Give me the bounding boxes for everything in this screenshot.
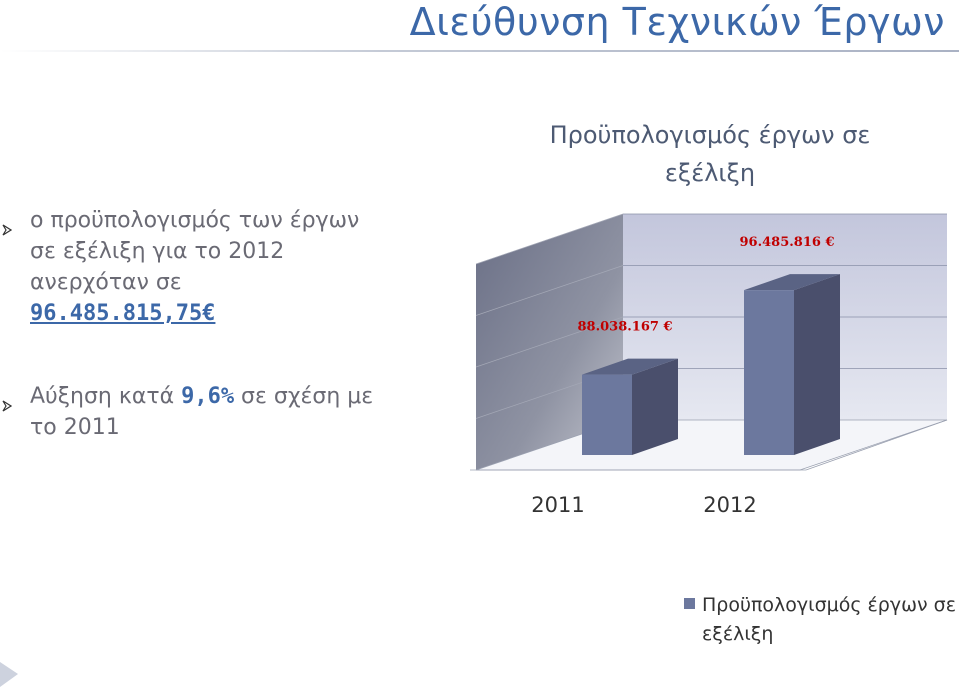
- chart-data-labels: 88.038.167 € 96.485.816 €: [578, 235, 835, 334]
- data-label-2011: 88.038.167 €: [578, 320, 673, 335]
- chart-title: Προϋπολογισμός έργων σε εξέλιξη: [500, 116, 920, 192]
- chart-walls: [475, 214, 948, 471]
- bar-side: [794, 274, 840, 455]
- chart-x-axis: 2011 2012: [470, 419, 948, 517]
- bullet-budget-line2: σε εξέλιξη για το 2012: [30, 239, 285, 264]
- arrow-bullet-icon: [2, 390, 13, 421]
- bar-top: [582, 358, 678, 375]
- bar-top: [744, 274, 840, 291]
- increase-prefix: Αύξηση κατά: [30, 384, 182, 409]
- bullet-increase: Αύξηση κατά 9,6% σε σχέση με το 2011: [0, 381, 373, 443]
- corner-triangle-decoration: [0, 662, 20, 691]
- chart-title-line1: Προϋπολογισμός έργων σε: [549, 121, 871, 149]
- bullet-budget: ο προϋπολογισμός των έργων σε εξέλιξη γι…: [0, 205, 359, 329]
- legend-swatch: [684, 598, 695, 609]
- x-axis-depth-line: [805, 419, 948, 471]
- x-tick-2011: 2011: [531, 493, 584, 517]
- increase-suffix: σε σχέση με: [234, 384, 374, 409]
- x-tick-2012: 2012: [703, 493, 756, 517]
- budget-amount: 96.485.815,75€: [30, 301, 216, 326]
- gridline-side: [475, 213, 624, 265]
- increase-line2: το 2011: [30, 415, 120, 440]
- gridline-side: [475, 316, 624, 368]
- arrow-bullet-icon: [2, 214, 13, 245]
- chart-gridlines: [475, 213, 947, 419]
- gridline-side: [475, 265, 624, 316]
- chart-legend: Προϋπολογισμός έργων σε εξέλιξη: [684, 591, 959, 649]
- legend-label-line1: Προϋπολογισμός έργων σε: [702, 594, 956, 616]
- bar-side: [632, 358, 678, 455]
- data-label-2012: 96.485.816 €: [740, 235, 835, 250]
- bar-2011: [582, 374, 632, 455]
- increase-percent: 9,6%: [181, 384, 235, 409]
- chart-title-line2: εξέλιξη: [664, 159, 756, 187]
- bar-2012: [744, 290, 794, 455]
- bullet-budget-line3: ανερχόταν σε: [30, 270, 182, 295]
- chart-bars: [582, 274, 840, 455]
- title-divider: [0, 50, 959, 52]
- bullet-budget-line1: ο προϋπολογισμός των έργων: [30, 208, 360, 233]
- legend-label-line2: εξέλιξη: [702, 623, 774, 645]
- page-title: Διεύθυνση Τεχνικών Έργων: [409, 0, 945, 44]
